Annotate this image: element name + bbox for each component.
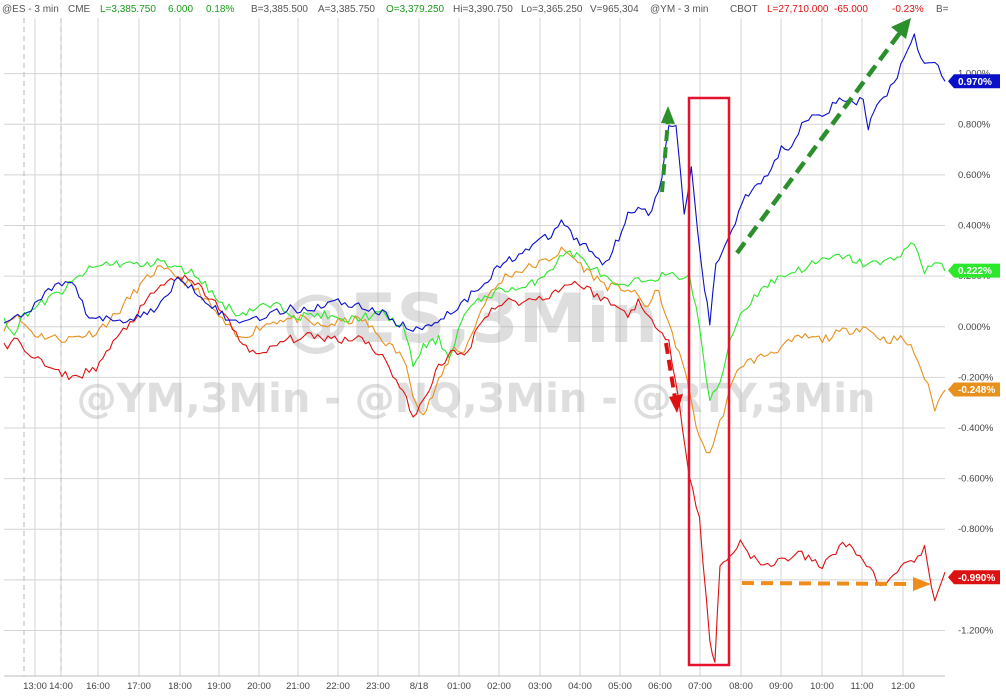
- series-line-es: [3, 33, 946, 332]
- y-tick-label: -0.400%: [958, 423, 994, 434]
- last-value-tag-nq: 0.222%: [948, 263, 1000, 278]
- y-tick-label: 1.000%: [958, 69, 991, 80]
- last-value-tag-bg: [948, 570, 1000, 585]
- es-symbol: @ES - 3 min: [2, 4, 59, 15]
- last-value-tag-bg: [948, 382, 1000, 397]
- last-value-tag-es: 0.970%: [948, 74, 1000, 89]
- series-lines: [3, 33, 946, 663]
- x-tick-label: 21:00: [286, 681, 310, 692]
- x-tick-label: 17:00: [127, 681, 151, 692]
- last-value-tag-bg: [948, 263, 1000, 278]
- y-tick-label: 0.800%: [958, 119, 991, 130]
- last-value-label-nq: 0.222%: [958, 266, 992, 277]
- green-arrow-long: [735, 18, 911, 255]
- x-tick-label: 22:00: [326, 681, 350, 692]
- x-tick-label: 04:00: [568, 681, 592, 692]
- x-tick-label: 03:00: [528, 681, 552, 692]
- red-arrow: [664, 342, 683, 413]
- series-line-rty: [3, 274, 946, 663]
- x-tick-label: 10:00: [810, 681, 834, 692]
- last-value-tag-bg: [948, 74, 1000, 89]
- x-tick-label: 20:00: [247, 681, 271, 692]
- es-change: 6.000: [168, 4, 193, 15]
- x-tick-label: 13:00: [23, 681, 47, 692]
- y-tick-label: -0.800%: [958, 524, 994, 535]
- ym-last: L=27,710.000: [767, 4, 829, 15]
- x-tick-label: 06:00: [648, 681, 672, 692]
- es-volume: V=965,304: [590, 4, 639, 15]
- last-value-tag-rty: -0.990%: [948, 570, 1000, 585]
- es-exchange: CME: [68, 4, 91, 15]
- y-tick-label: -1.200%: [958, 625, 994, 636]
- green-arrow-short: [660, 106, 675, 193]
- es-ask: A=3,385.750: [318, 4, 375, 15]
- x-tick-label: 12:00: [891, 681, 915, 692]
- watermark-line2: @YM,3Min - @NQ,3Min - @RTY,3Min: [77, 376, 876, 422]
- y-tick-label: -0.600%: [958, 474, 994, 485]
- x-tick-label: 08:00: [729, 681, 753, 692]
- x-tick-label: 02:00: [487, 681, 511, 692]
- ym-bid: B=: [936, 4, 949, 15]
- x-tick-label: 14:00: [49, 681, 73, 692]
- watermark: @ES,3Min @YM,3Min - @NQ,3Min - @RTY,3Min: [77, 280, 876, 422]
- y-tick-label: 0.400%: [958, 221, 991, 232]
- es-bid: B=3,385.500: [251, 4, 308, 15]
- last-value-label-ym: -0.248%: [958, 385, 995, 396]
- es-pct: 0.18%: [206, 4, 234, 15]
- series-line-nq: [3, 242, 946, 401]
- x-axis: 13:00 14:00 16:00 17:00 18:00 19:00 20:00 21:00…: [23, 681, 915, 692]
- y-axis: 1.000%0.800%0.600%0.400%0.200%0.000%-0.2…: [958, 69, 994, 637]
- last-value-labels: -0.248% 0.222% -0.990% 0.970%: [948, 74, 1000, 585]
- x-tick-label: 05:00: [608, 681, 632, 692]
- grid-lines: [4, 18, 945, 677]
- es-last: L=3,385.750: [100, 4, 156, 15]
- es-low: Lo=3,365.250: [521, 4, 583, 15]
- x-tick-label: 8/18: [410, 681, 429, 692]
- es-high: Hi=3,390.750: [453, 4, 513, 15]
- y-tick-label: 0.600%: [958, 170, 991, 181]
- svg-text:@ES - 3 min CME L=: @ES - 3 min CME L=3,385.750 6.000 0.18% …: [2, 4, 949, 15]
- ym-pct: -0.23%: [892, 4, 924, 15]
- series-line-ym: [3, 246, 946, 454]
- x-tick-label: 23:00: [366, 681, 390, 692]
- orange-arrow: [741, 577, 931, 591]
- es-open: O=3,379.250: [386, 4, 445, 15]
- y-tick-label: 0.000%: [958, 322, 991, 333]
- y-tick-label: -0.200%: [958, 372, 994, 383]
- x-tick-label: 18:00: [168, 681, 192, 692]
- x-tick-label: 01:00: [447, 681, 471, 692]
- x-tick-label: 16:00: [86, 681, 110, 692]
- ym-change: -65.000: [834, 4, 868, 15]
- ym-exchange: CBOT: [730, 4, 758, 15]
- x-tick-label: 11:00: [850, 681, 873, 692]
- highlight-box: [687, 96, 731, 667]
- last-value-label-es: 0.970%: [958, 77, 992, 88]
- x-tick-label: 09:00: [769, 681, 793, 692]
- watermark-line1: @ES,3Min: [282, 280, 658, 359]
- ym-symbol: @YM - 3 min: [650, 4, 709, 15]
- header-bar: @ES - 3 min CME L=3,385.750 6.000 0.18% …: [2, 4, 949, 15]
- last-value-label-rty: -0.990%: [958, 573, 995, 584]
- x-tick-label: 19:00: [207, 681, 231, 692]
- last-value-tag-ym: -0.248%: [948, 382, 1000, 397]
- x-tick-label: 07:00: [688, 681, 712, 692]
- annotations: [660, 18, 931, 667]
